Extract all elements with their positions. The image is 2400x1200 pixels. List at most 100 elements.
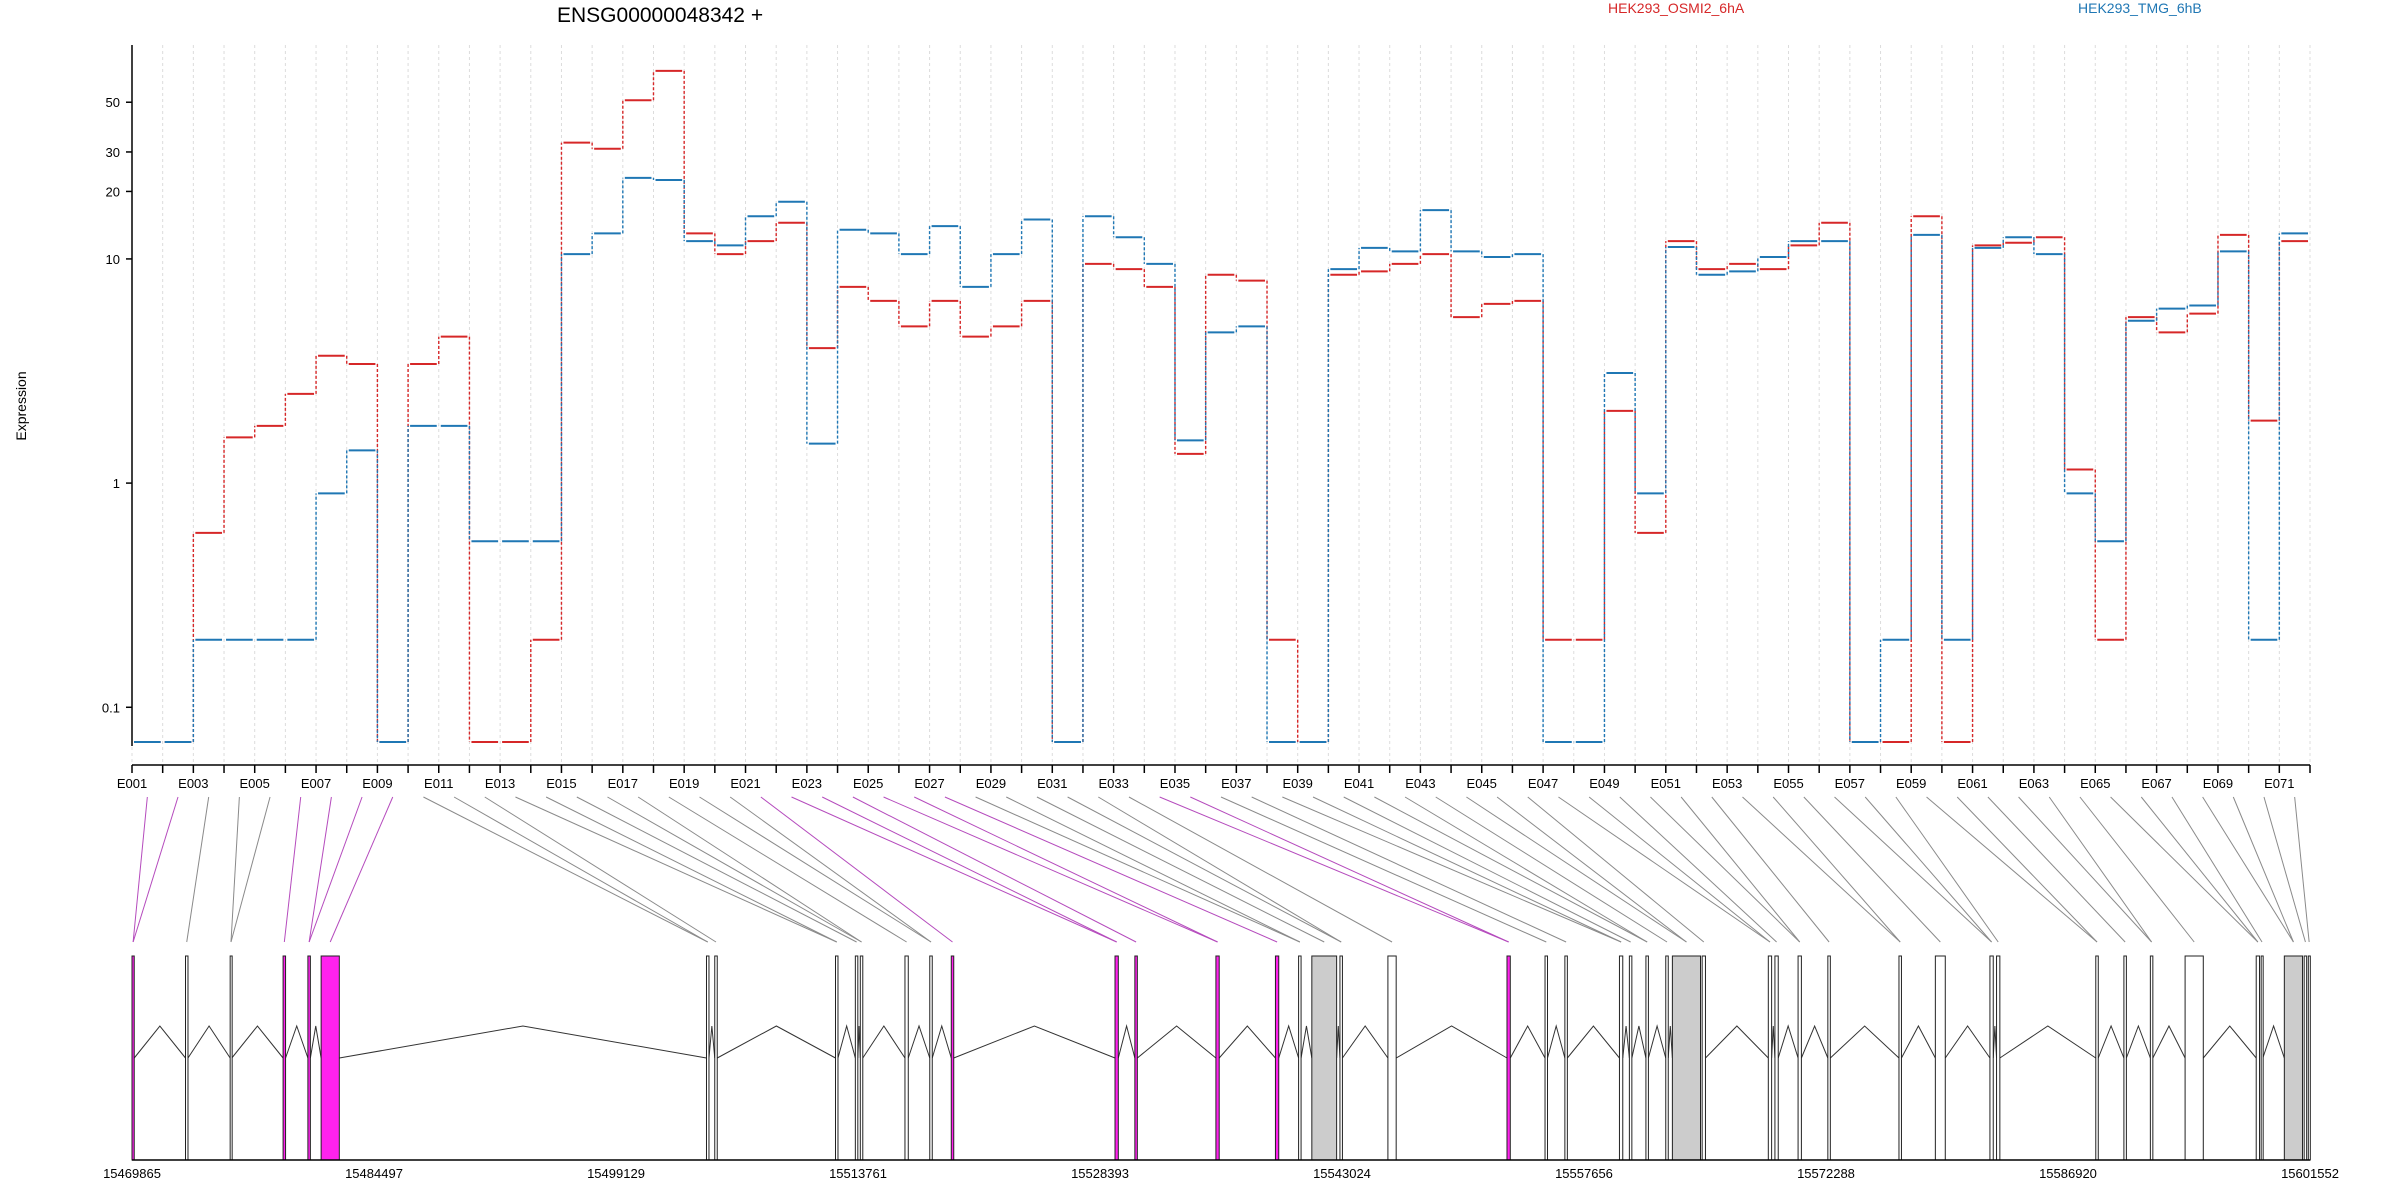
intron-line <box>837 1024 856 1059</box>
exon-box <box>2260 955 2264 1161</box>
intron-line <box>1705 1025 1769 1059</box>
exon-box <box>1311 955 1338 1161</box>
x-tick-label: E035 <box>1160 776 1190 791</box>
exon-connector <box>1404 796 1648 943</box>
intron-line <box>231 1025 284 1059</box>
exon-connector <box>1803 796 1941 943</box>
exon-box <box>131 955 135 1161</box>
coordinate-label: 15469865 <box>103 1166 161 1181</box>
exon-box <box>1544 955 1549 1161</box>
exon-connector <box>1895 796 1999 943</box>
exon-connector <box>1067 796 1342 943</box>
coordinate-label: 15528393 <box>1071 1166 1129 1181</box>
exon-connector <box>1343 796 1631 943</box>
coordinate-label: 15557656 <box>1555 1166 1613 1181</box>
intron-line <box>285 1024 309 1059</box>
x-tick-label: E019 <box>669 776 699 791</box>
exon-connector <box>1987 796 2126 943</box>
exon-connector <box>308 796 363 943</box>
intron-line <box>1647 1024 1667 1059</box>
x-tick-label: E023 <box>792 776 822 791</box>
exon-connector-lines <box>132 796 2310 943</box>
x-tick-label: E009 <box>362 776 392 791</box>
intron-line <box>1117 1024 1136 1059</box>
exon-box <box>1618 955 1624 1161</box>
exon-connector <box>1435 796 1668 943</box>
exon-box <box>1564 955 1568 1161</box>
exon-connector <box>2110 796 2259 943</box>
exon-box <box>929 955 933 1161</box>
intron-line <box>187 1025 231 1059</box>
exon-box <box>714 955 718 1161</box>
x-tick-label: E047 <box>1528 776 1558 791</box>
intron-line <box>1999 1025 2097 1059</box>
intron-line <box>1944 1025 1991 1059</box>
exon-box <box>2123 955 2127 1161</box>
exon-box <box>1274 955 1280 1161</box>
exon-connector <box>1834 796 1992 943</box>
x-tick-label: E013 <box>485 776 515 791</box>
x-tick-label: E015 <box>546 776 576 791</box>
x-tick-label: E011 <box>424 776 453 791</box>
exon-connector <box>1619 796 1777 943</box>
exon-connector <box>637 796 862 943</box>
exon-connector <box>1496 796 1687 943</box>
exon-box <box>1215 955 1220 1161</box>
intron-line <box>1800 1024 1829 1059</box>
y-tick-label: 30 <box>106 145 120 160</box>
exon-box <box>1665 955 1669 1161</box>
exon-connector <box>308 796 332 943</box>
exon-connector <box>515 796 837 943</box>
intron-line <box>1342 1025 1389 1059</box>
intron-line <box>133 1025 186 1059</box>
x-tick-label: E045 <box>1467 776 1497 791</box>
exon-connector <box>2232 796 2294 943</box>
intron-line <box>1901 1024 1936 1059</box>
coordinate-label: 15513761 <box>829 1166 887 1181</box>
exon-box <box>185 955 189 1161</box>
intron-line <box>1509 1024 1546 1059</box>
x-tick-label: E029 <box>976 776 1006 791</box>
exon-connector <box>1864 796 1992 943</box>
exon-connector <box>883 796 1218 943</box>
exon-connector <box>1220 796 1547 943</box>
exon-box <box>1934 955 1946 1161</box>
intron-line <box>1137 1025 1217 1059</box>
intron-line <box>1992 1025 1998 1059</box>
exon-connector <box>1251 796 1567 943</box>
exon-box <box>950 955 955 1161</box>
coordinate-label: 15572288 <box>1797 1166 1855 1181</box>
exon-box <box>1645 955 1649 1161</box>
exon-box <box>1387 955 1397 1161</box>
x-tick-label: E041 <box>1344 776 1374 791</box>
exon-connector <box>2263 796 2306 943</box>
intron-line <box>1566 1025 1620 1059</box>
exon-box <box>1774 955 1779 1161</box>
exon-box <box>2303 955 2308 1161</box>
coordinate-label: 15484497 <box>345 1166 403 1181</box>
exon-box <box>904 955 909 1161</box>
exon-box <box>1989 955 1994 1161</box>
exon-connector <box>1527 796 1705 943</box>
exon-connector <box>975 796 1301 943</box>
exon-connector <box>230 796 271 943</box>
coordinate-label: 15601552 <box>2281 1166 2339 1181</box>
exon-connector <box>132 796 179 943</box>
y-tick-label: 50 <box>106 95 120 110</box>
exon-box <box>1827 955 1831 1161</box>
exon-box <box>229 955 233 1161</box>
x-tick-label: E057 <box>1835 776 1865 791</box>
intron-line <box>2125 1024 2151 1059</box>
legend: HEK293_OSMI2_6hA HEK293_TMG_6hB <box>1608 0 2202 16</box>
intron-line <box>862 1025 906 1059</box>
exon-box <box>705 955 710 1161</box>
y-tick-label: 0.1 <box>102 700 120 715</box>
chart-title: ENSG00000048342 + <box>557 4 763 27</box>
exon-box <box>1797 955 1802 1161</box>
exon-box <box>2095 955 2099 1161</box>
x-tick-label: E027 <box>914 776 944 791</box>
intron-line <box>2262 1024 2285 1059</box>
legend-label-osmi2: HEK293_OSMI2_6hA <box>1608 0 1745 16</box>
exon-connector <box>2171 796 2263 943</box>
exon-connector <box>545 796 837 943</box>
